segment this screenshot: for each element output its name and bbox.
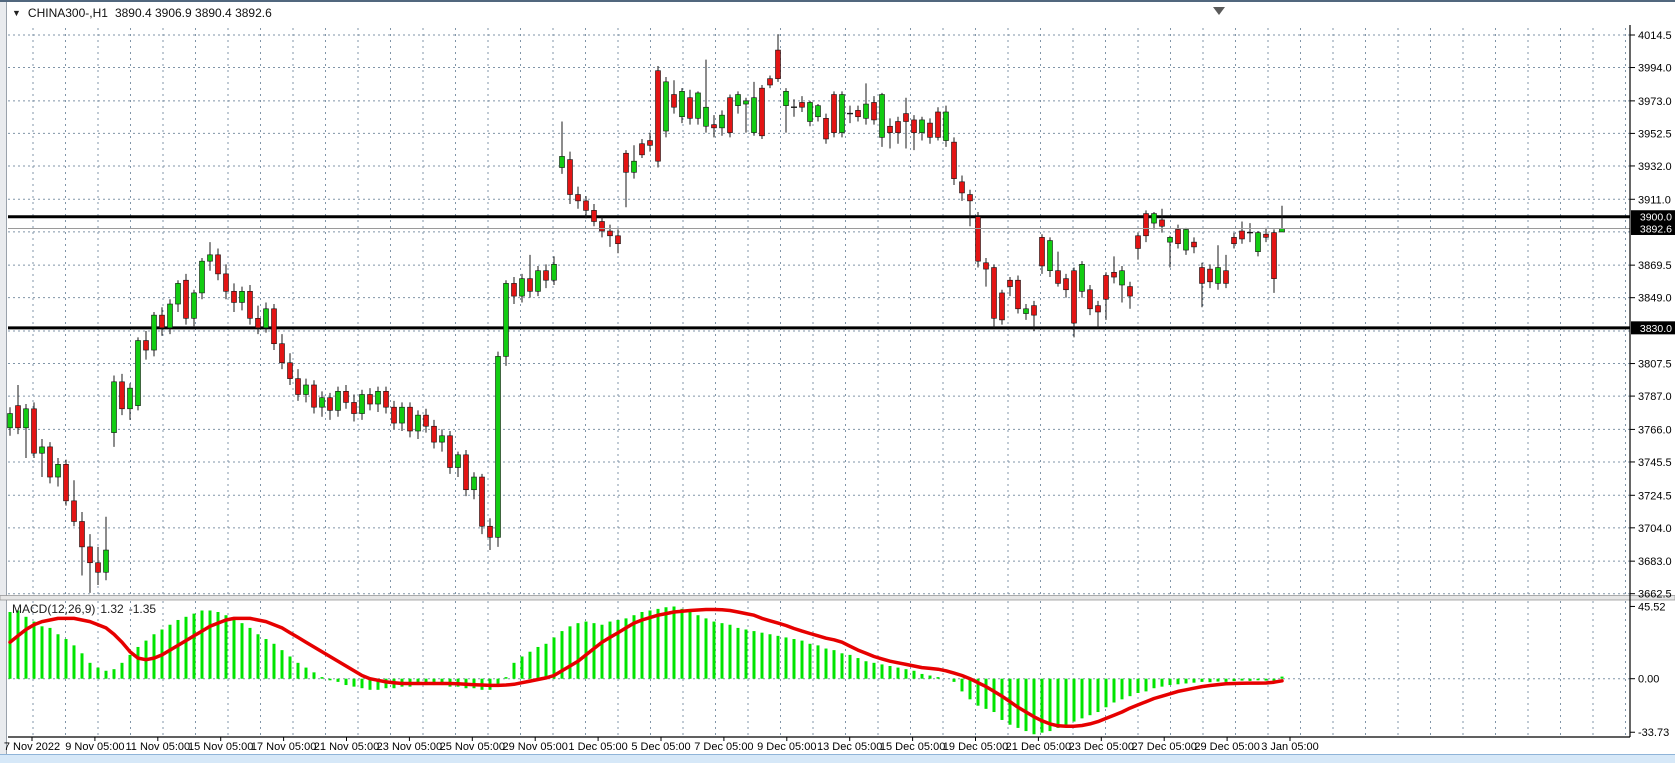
- price-axis-label: 3973.0: [1638, 96, 1672, 108]
- svg-text:3900.0: 3900.0: [1640, 212, 1672, 224]
- price-axis-label: 4014.5: [1638, 30, 1672, 42]
- price-axis-label: 3787.0: [1638, 391, 1672, 403]
- price-axis-label: 3704.0: [1638, 523, 1672, 535]
- macd-main-value: 1.32: [100, 602, 124, 616]
- macd-signal-value: -1.35: [128, 602, 157, 616]
- window-bottom-strip: [0, 754, 1675, 763]
- time-axis-label: 19 Dec 05:00: [943, 741, 1008, 753]
- time-axis-label: 9 Nov 05:00: [65, 741, 124, 753]
- svg-text:3830.0: 3830.0: [1640, 323, 1672, 335]
- time-axis-label: 25 Nov 05:00: [440, 741, 505, 753]
- price-axis-label: 3766.0: [1638, 424, 1672, 436]
- svg-text:3892.6: 3892.6: [1640, 223, 1672, 235]
- macd-layer: [8, 606, 1284, 735]
- grid-layer: [8, 28, 1630, 737]
- price-axis-label: 3952.5: [1638, 128, 1672, 140]
- time-axis-label: 11 Nov 05:00: [125, 741, 190, 753]
- price-axis[interactable]: 4014.5 3994.0 3973.0 3952.5 3932.0 3911.0 3869…: [1630, 30, 1675, 739]
- marker-layer: [1213, 7, 1225, 15]
- frame-layer: [0, 25, 1675, 738]
- time-axis-label: 7 Dec 05:00: [694, 741, 753, 753]
- price-axis-label: 3911.0: [1638, 194, 1671, 206]
- price-axis-label: 3807.5: [1638, 359, 1672, 371]
- time-axis-label: 23 Dec 05:00: [1069, 741, 1134, 753]
- time-axis-label: 27 Dec 05:00: [1131, 741, 1196, 753]
- time-axis-label: 17 Nov 05:00: [251, 741, 316, 753]
- candles-layer: [7, 34, 1285, 593]
- macd-name: MACD(12,26,9): [12, 602, 96, 616]
- time-axis-label: 13 Dec 05:00: [817, 741, 882, 753]
- price-axis-label: 3994.0: [1638, 63, 1672, 75]
- macd-axis-label: -33.73: [1638, 727, 1669, 739]
- price-axis-label: 3662.5: [1638, 589, 1672, 601]
- price-axis-label: 3745.5: [1638, 457, 1672, 469]
- time-axis-label: 5 Dec 05:00: [631, 741, 690, 753]
- time-axis-label: 23 Nov 05:00: [377, 741, 442, 753]
- time-axis-label: 15 Nov 05:00: [188, 741, 253, 753]
- time-axis-label: 15 Dec 05:00: [880, 741, 945, 753]
- chart-title: ▼ CHINA300-,H1 3890.4 3906.9 3890.4 3892…: [12, 6, 272, 20]
- time-axis-label: 29 Nov 05:00: [502, 741, 567, 753]
- price-axis-label: 3869.5: [1638, 260, 1672, 272]
- macd-indicator-label: MACD(12,26,9) 1.32 -1.35: [12, 602, 161, 616]
- time-axis-label: 3 Jan 05:00: [1261, 741, 1319, 753]
- window-left-border: [0, 2, 7, 755]
- time-axis-label: 21 Nov 05:00: [314, 741, 379, 753]
- panel-divider[interactable]: [0, 595, 1675, 601]
- time-axis-label: 29 Dec 05:00: [1194, 741, 1259, 753]
- window-top-border: [0, 0, 1675, 2]
- price-axis-label: 3724.5: [1638, 490, 1672, 502]
- price-axis-label: 3849.0: [1638, 293, 1672, 305]
- macd-axis-label: 0.00: [1638, 674, 1659, 686]
- time-axis-label: 1 Dec 05:00: [568, 741, 627, 753]
- symbol-dropdown-icon[interactable]: ▼: [12, 7, 21, 18]
- price-axis-label: 3932.0: [1638, 161, 1672, 173]
- symbol-period-label: CHINA300-,H1: [27, 6, 108, 20]
- level-price-tag: 3900.0: [1631, 210, 1675, 224]
- time-axis-label: 9 Dec 05:00: [757, 741, 816, 753]
- price-axis-label: 3683.0: [1638, 556, 1672, 568]
- time-axis-label: 21 Dec 05:00: [1006, 741, 1071, 753]
- macd-axis-label: 45.52: [1638, 601, 1666, 613]
- level-lines-layer: [8, 215, 1630, 330]
- chart-shift-marker-icon[interactable]: [1213, 7, 1225, 15]
- ohlc-summary: 3890.4 3906.9 3890.4 3892.6: [114, 6, 272, 20]
- time-axis-label: 7 Nov 2022: [4, 741, 60, 753]
- level-price-tag: 3830.0: [1631, 321, 1675, 335]
- macd-signal-line: [8, 607, 1284, 729]
- current-price-tag: 3892.6: [1631, 221, 1675, 235]
